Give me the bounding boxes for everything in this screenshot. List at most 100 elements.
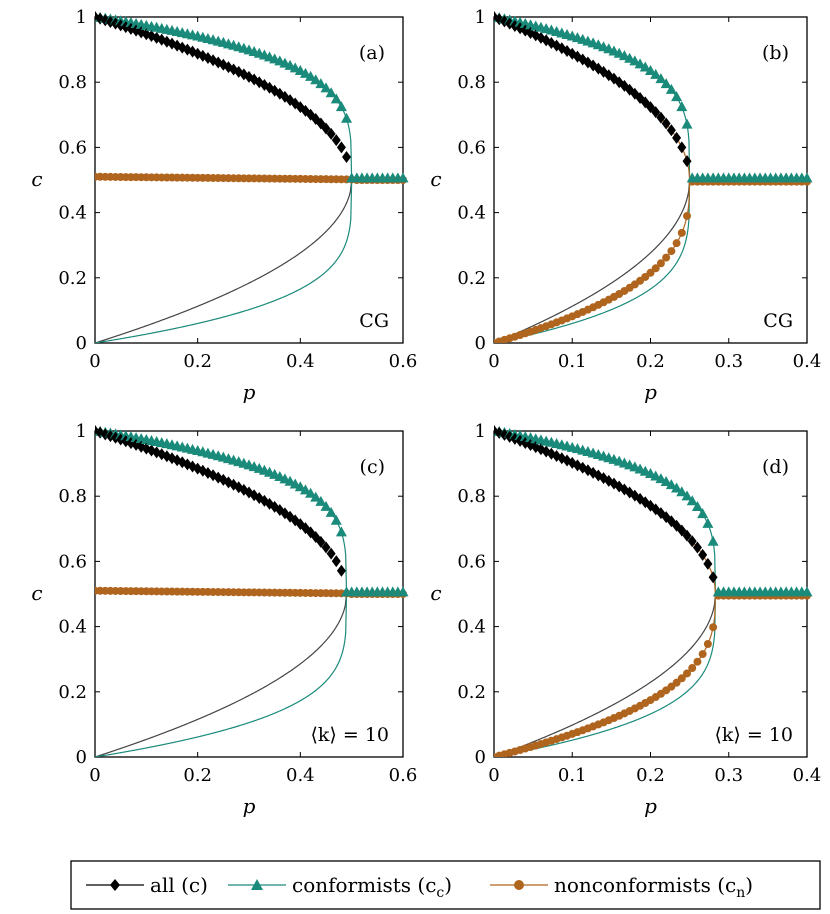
legend-nonconformists-text: nonconformists (c <box>554 873 736 897</box>
panel-annotation: ⟨k⟩ = 10 <box>714 724 793 746</box>
conformists-marker <box>671 91 683 102</box>
x-tick-label: 0 <box>89 765 100 786</box>
fit-all-lower-branch <box>494 593 717 757</box>
all-marker <box>270 500 280 513</box>
all-marker <box>661 117 671 130</box>
x-tick-label: 0.3 <box>714 351 743 372</box>
legend-conformists-text: conformists (c <box>292 873 436 897</box>
all-marker <box>672 131 682 144</box>
fit-conformists-line <box>95 16 403 181</box>
conformists-marker <box>707 535 719 546</box>
fit-conformists-line <box>494 430 807 595</box>
all-marker <box>677 141 687 154</box>
y-tick-label: 0.6 <box>457 551 486 572</box>
nonconformists-marker <box>693 657 702 666</box>
conformists-marker <box>676 101 688 112</box>
x-tick-label: 0.2 <box>636 351 665 372</box>
y-tick-label: 0.8 <box>457 486 486 507</box>
all-marker <box>692 541 702 554</box>
conformists-marker <box>686 495 698 506</box>
x-axis-label: p <box>644 794 657 818</box>
y-tick-label: 0.8 <box>457 72 486 93</box>
nonconformists-marker <box>683 669 692 678</box>
all-marker <box>698 548 708 561</box>
plot-area <box>95 425 409 757</box>
conformists-marker <box>335 101 347 112</box>
nonconformists-marker <box>667 247 676 256</box>
legend: all (c) conformists (cc) nonconformists … <box>70 860 821 910</box>
all-marker <box>666 124 676 137</box>
y-tick-label: 1 <box>475 421 486 442</box>
all-marker <box>336 564 346 577</box>
conformists-marker <box>697 508 709 519</box>
y-tick-label: 0 <box>76 333 87 354</box>
x-tick-label: 0.4 <box>286 765 315 786</box>
fit-all-lower-branch <box>95 593 348 757</box>
panel-a: 0 0.2 0.4 0.6 0 0.2 0.4 0.6 0.8 1 p c (a) CG <box>31 7 417 404</box>
nonconformists-marker <box>709 623 718 632</box>
conformists-marker <box>801 586 813 597</box>
panel-annotation: ⟨k⟩ = 10 <box>310 724 389 746</box>
panel-annotation: CG <box>763 310 793 332</box>
all-marker <box>321 541 331 554</box>
x-tick-label: 0 <box>89 351 100 372</box>
all-marker <box>203 52 213 65</box>
plot-area <box>95 11 409 343</box>
all-marker <box>682 155 692 168</box>
plot-area <box>494 425 813 757</box>
conformists-marker <box>305 70 317 81</box>
panel-b: 0 0.1 0.2 0.3 0.4 0 0.2 0.4 0.6 0.8 1 p c (b) CG <box>430 7 821 404</box>
all-marker <box>687 535 697 548</box>
all-marker <box>316 535 326 548</box>
conformists-marker <box>665 83 677 94</box>
y-tick-label: 0.8 <box>58 486 87 507</box>
y-tick-label: 0.6 <box>58 551 87 572</box>
plot-area <box>494 11 813 343</box>
all-marker <box>505 430 515 443</box>
legend-nonconformists-marker <box>514 880 524 890</box>
y-axis-label: c <box>430 167 441 191</box>
y-tick-label: 0.4 <box>58 617 87 638</box>
all-marker <box>326 127 336 140</box>
conformists-marker <box>305 487 317 498</box>
conformists-marker <box>634 58 646 69</box>
y-tick-label: 0.4 <box>457 617 486 638</box>
legend-box <box>70 860 821 910</box>
conformists-marker <box>639 61 651 72</box>
y-tick-label: 0.6 <box>58 137 87 158</box>
conformists-marker <box>299 484 311 495</box>
legend-nonconformists-label: nonconformists (cn) <box>554 873 753 901</box>
panel-label: (d) <box>762 456 789 478</box>
nonconformists-marker <box>656 259 665 268</box>
legend-nonconformists-sub: n <box>736 885 745 901</box>
x-tick-label: 0 <box>488 765 499 786</box>
x-tick-label: 0.2 <box>183 765 212 786</box>
panels: 0 0.2 0.4 0.6 0 0.2 0.4 0.6 0.8 1 p c (a) CG 0 0.1 0.2 0.… <box>31 7 821 818</box>
y-tick-label: 0 <box>475 747 486 768</box>
conformists-marker <box>665 479 677 490</box>
fit-nonconformists-line <box>494 179 807 343</box>
conformists-marker <box>320 82 332 93</box>
panel-annotation: CG <box>359 310 389 332</box>
all-marker <box>505 17 515 30</box>
x-tick-label: 0.3 <box>714 765 743 786</box>
all-marker <box>677 524 687 537</box>
conformists-marker <box>702 517 714 528</box>
nonconformists-marker <box>683 211 692 220</box>
x-axis-label: p <box>644 380 657 404</box>
x-tick-label: 0.4 <box>793 351 822 372</box>
conformists-marker <box>330 514 342 525</box>
y-tick-label: 0.2 <box>58 268 87 289</box>
conformists-marker <box>650 68 662 79</box>
nonconformists-marker <box>703 639 712 648</box>
legend-conformists-sub: c <box>436 885 444 901</box>
all-marker <box>656 111 666 124</box>
y-tick-label: 1 <box>76 7 87 28</box>
conformists-marker <box>691 500 703 511</box>
conformists-marker <box>335 526 347 537</box>
panel-label: (c) <box>360 456 385 478</box>
x-tick-label: 0.4 <box>286 351 315 372</box>
conformists-marker <box>341 112 353 123</box>
legend-conformists-label: conformists (cc) <box>292 873 452 901</box>
